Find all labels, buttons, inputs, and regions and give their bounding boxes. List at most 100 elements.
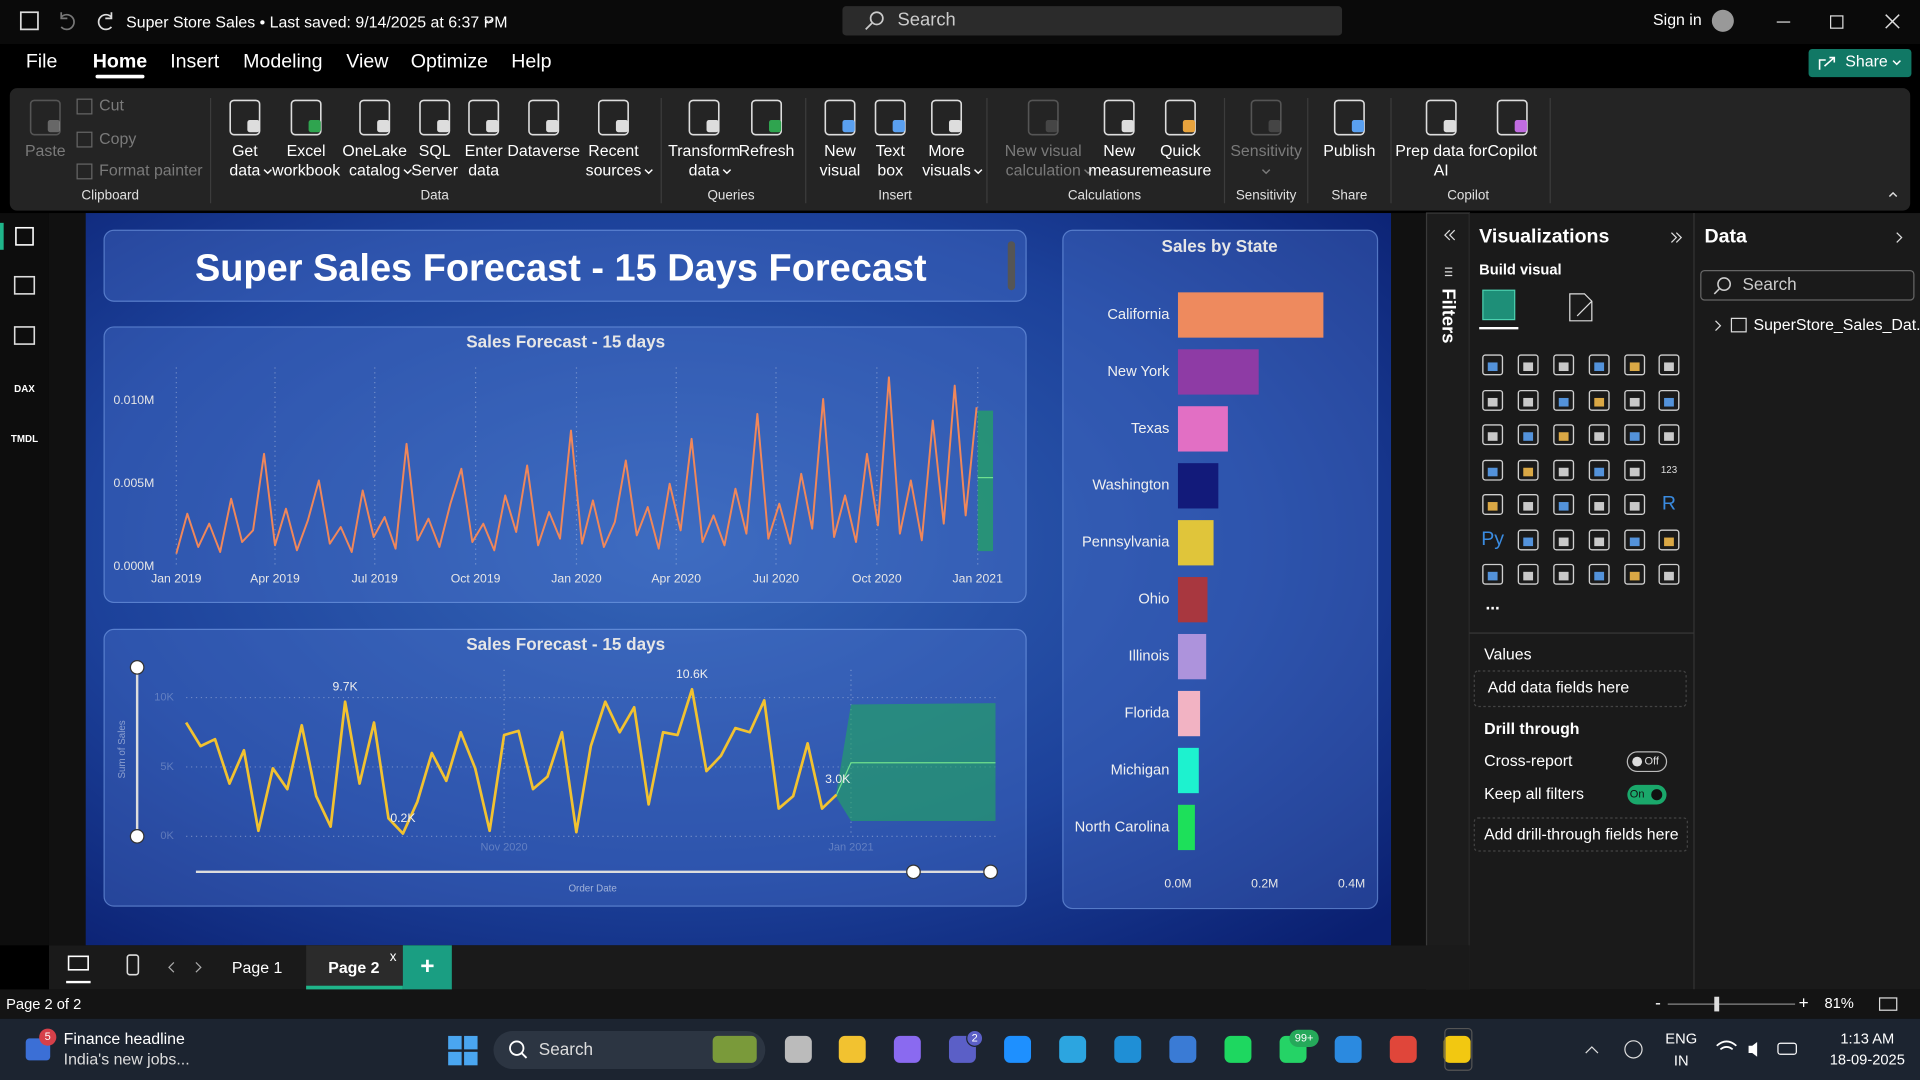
taskbar-app[interactable] bbox=[838, 1035, 866, 1063]
visual-type-icon[interactable] bbox=[1553, 389, 1575, 411]
taskbar-app[interactable] bbox=[1334, 1035, 1362, 1063]
fit-page[interactable] bbox=[1878, 997, 1898, 1011]
tmdl-view[interactable]: TMDL bbox=[11, 434, 38, 445]
start-icon[interactable] bbox=[464, 1035, 478, 1050]
visual-type-icon[interactable] bbox=[1482, 424, 1504, 446]
ribbon-button[interactable]: data bbox=[468, 163, 499, 180]
visual-type-icon[interactable] bbox=[1658, 354, 1680, 376]
ribbon-button[interactable]: Refresh bbox=[739, 143, 795, 160]
visual-type-icon[interactable] bbox=[1588, 563, 1610, 585]
ribbon-button[interactable]: Transform bbox=[668, 143, 740, 160]
slider-handle[interactable] bbox=[983, 864, 998, 880]
visual-type-icon[interactable] bbox=[1624, 424, 1646, 446]
taskbar-app[interactable] bbox=[1114, 1035, 1142, 1063]
menu-tab[interactable]: Insert bbox=[170, 51, 220, 73]
more-visuals[interactable]: ... bbox=[1486, 593, 1500, 613]
dax-view[interactable]: DAX bbox=[14, 384, 35, 395]
zoom-out[interactable]: - bbox=[1655, 993, 1661, 1013]
visual-type-icon[interactable] bbox=[1588, 424, 1610, 446]
visual-type-icon[interactable] bbox=[1482, 563, 1504, 585]
ribbon-button[interactable]: catalog bbox=[349, 163, 400, 180]
menu-tab[interactable]: View bbox=[346, 51, 389, 73]
visual-type-icon[interactable] bbox=[1553, 529, 1575, 551]
ribbon-button[interactable]: New visual bbox=[1005, 143, 1082, 160]
visual-type-icon[interactable] bbox=[1588, 494, 1610, 515]
ribbon-button[interactable]: data bbox=[229, 163, 260, 180]
ribbon-button[interactable]: data bbox=[689, 163, 720, 180]
format-visual-tab[interactable] bbox=[1569, 293, 1593, 322]
ribbon-button[interactable]: OneLake bbox=[342, 143, 407, 160]
taskbar-app[interactable] bbox=[1389, 1035, 1417, 1063]
ribbon-button[interactable]: Excel bbox=[287, 143, 326, 160]
ribbon-button[interactable]: Server bbox=[411, 163, 459, 180]
ribbon-button[interactable]: Text bbox=[876, 143, 906, 160]
ribbon-button[interactable]: visuals bbox=[922, 163, 971, 180]
visual-type-icon[interactable] bbox=[1624, 563, 1646, 585]
slider-handle[interactable] bbox=[129, 660, 145, 675]
start-icon[interactable] bbox=[464, 1051, 478, 1066]
ribbon-button[interactable]: Quick bbox=[1160, 143, 1201, 160]
slider-handle[interactable] bbox=[129, 828, 145, 844]
visual-type-icon[interactable] bbox=[1658, 529, 1680, 551]
expand-table[interactable] bbox=[1715, 320, 1722, 332]
menu-tab[interactable]: Modeling bbox=[243, 51, 322, 73]
menu-tab[interactable]: Help bbox=[511, 51, 551, 73]
ribbon-button[interactable]: box bbox=[877, 163, 903, 180]
visual-type-icon[interactable] bbox=[1517, 494, 1539, 515]
visual-type-icon[interactable]: Py bbox=[1481, 528, 1504, 550]
visual-type-icon[interactable]: R bbox=[1662, 493, 1676, 515]
zoom-thumb[interactable] bbox=[1714, 996, 1720, 1012]
close-page[interactable]: x bbox=[390, 949, 397, 964]
visual-type-icon[interactable] bbox=[1588, 529, 1610, 551]
redo-icon[interactable] bbox=[97, 12, 113, 31]
start-icon[interactable] bbox=[448, 1051, 462, 1066]
visual-type-icon[interactable] bbox=[1624, 459, 1646, 481]
ribbon-button[interactable]: Copy bbox=[99, 131, 136, 148]
start-icon[interactable] bbox=[448, 1035, 462, 1050]
share-button[interactable] bbox=[1808, 48, 1912, 78]
visual-type-icon[interactable] bbox=[1517, 424, 1539, 446]
ribbon-button[interactable]: sources bbox=[586, 163, 642, 180]
ribbon-button[interactable]: Dataverse bbox=[507, 143, 580, 160]
visual-type-icon[interactable] bbox=[1482, 354, 1504, 376]
ribbon-button[interactable]: Publish bbox=[1323, 143, 1375, 160]
sign-in[interactable]: Sign in bbox=[1653, 12, 1702, 29]
taskbar-app[interactable] bbox=[1224, 1035, 1252, 1063]
visual-type-icon[interactable] bbox=[1658, 424, 1680, 446]
visual-type-icon[interactable] bbox=[1553, 563, 1575, 585]
close[interactable] bbox=[1885, 14, 1900, 29]
table-view[interactable] bbox=[13, 275, 36, 295]
visual-type-icon[interactable] bbox=[1482, 494, 1504, 515]
visual-type-icon[interactable] bbox=[1624, 354, 1646, 376]
ribbon-button[interactable]: Format painter bbox=[99, 163, 203, 180]
ribbon-button[interactable]: Prep data for bbox=[1395, 143, 1488, 160]
report-view[interactable] bbox=[15, 226, 34, 246]
taskbar-app[interactable] bbox=[893, 1035, 921, 1063]
data-search[interactable] bbox=[1700, 270, 1915, 301]
ribbon-button[interactable]: Copilot bbox=[1487, 143, 1537, 160]
wifi-icon[interactable] bbox=[1716, 1040, 1737, 1051]
tray-icon[interactable] bbox=[1624, 1040, 1643, 1059]
page-tab[interactable]: Page 2 bbox=[328, 960, 379, 977]
table-name[interactable]: SuperStore_Sales_Dat... bbox=[1753, 317, 1920, 334]
expand-pane[interactable] bbox=[1670, 232, 1683, 243]
ribbon-button[interactable]: Enter bbox=[465, 143, 504, 160]
ribbon-button[interactable]: Recent bbox=[588, 143, 639, 160]
visual-type-icon[interactable] bbox=[1658, 389, 1680, 411]
search-box[interactable] bbox=[842, 6, 1343, 36]
taskbar-search[interactable] bbox=[493, 1031, 766, 1069]
model-view[interactable] bbox=[13, 326, 36, 345]
ribbon-button[interactable]: measure bbox=[1149, 163, 1211, 180]
ribbon-button[interactable]: workbook bbox=[271, 163, 340, 180]
visual-type-icon[interactable] bbox=[1624, 494, 1646, 515]
visual-type-icon[interactable] bbox=[1588, 459, 1610, 481]
visual-type-icon[interactable]: 123 bbox=[1661, 465, 1678, 476]
ribbon-button[interactable]: AI bbox=[1434, 163, 1449, 180]
zoom-in[interactable]: + bbox=[1799, 993, 1809, 1013]
visual-type-icon[interactable] bbox=[1624, 389, 1646, 411]
taskbar-app[interactable] bbox=[1169, 1035, 1197, 1063]
save-icon[interactable] bbox=[19, 11, 39, 31]
visual-type-icon[interactable] bbox=[1658, 563, 1680, 585]
expand-pane[interactable] bbox=[1896, 232, 1903, 243]
visual-type-icon[interactable] bbox=[1517, 389, 1539, 411]
